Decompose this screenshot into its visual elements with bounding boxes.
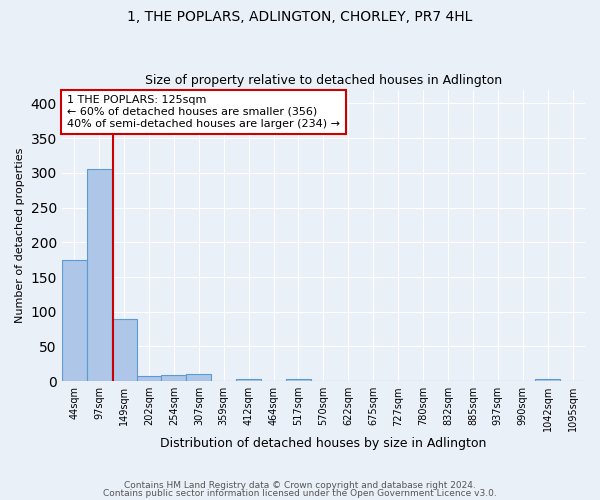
- Text: 1 THE POPLARS: 125sqm
← 60% of detached houses are smaller (356)
40% of semi-det: 1 THE POPLARS: 125sqm ← 60% of detached …: [67, 96, 340, 128]
- Text: 1, THE POPLARS, ADLINGTON, CHORLEY, PR7 4HL: 1, THE POPLARS, ADLINGTON, CHORLEY, PR7 …: [127, 10, 473, 24]
- Bar: [137, 376, 161, 381]
- Bar: [187, 374, 211, 381]
- Bar: [236, 379, 261, 381]
- Bar: [87, 170, 112, 381]
- Bar: [62, 260, 87, 381]
- Bar: [112, 318, 137, 381]
- Text: Contains public sector information licensed under the Open Government Licence v3: Contains public sector information licen…: [103, 488, 497, 498]
- Text: Contains HM Land Registry data © Crown copyright and database right 2024.: Contains HM Land Registry data © Crown c…: [124, 481, 476, 490]
- X-axis label: Distribution of detached houses by size in Adlington: Distribution of detached houses by size …: [160, 437, 487, 450]
- Bar: [286, 379, 311, 381]
- Y-axis label: Number of detached properties: Number of detached properties: [15, 148, 25, 323]
- Bar: [161, 375, 187, 381]
- Bar: [535, 379, 560, 381]
- Title: Size of property relative to detached houses in Adlington: Size of property relative to detached ho…: [145, 74, 502, 87]
